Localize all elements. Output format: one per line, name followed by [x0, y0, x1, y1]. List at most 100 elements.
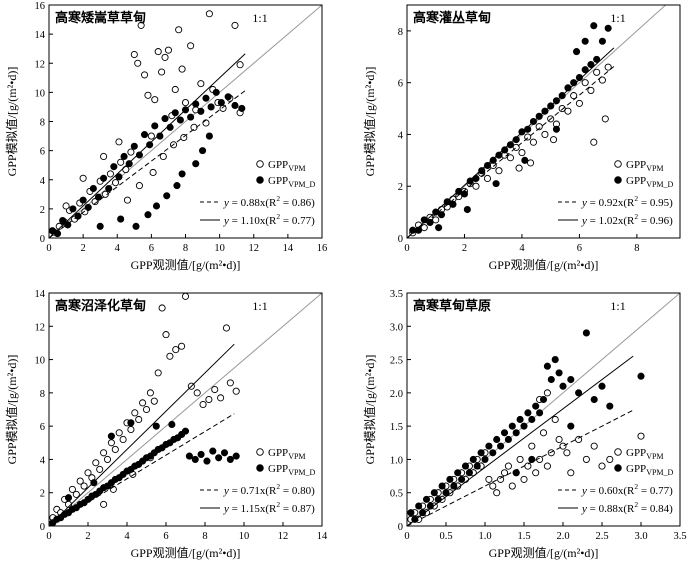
y-tick-label: 8 — [40, 389, 45, 400]
chart-panel-1: 0 2 4 6 8 10 12 14 16 0 2 4 6 8 10 12 14 16 高寒矮嵩草草甸 1:1 GPP观… — [4, 1, 327, 272]
x-tick-label: 10 — [214, 243, 225, 254]
open-point — [171, 85, 179, 94]
legend-label: GPPVPM_D — [268, 175, 316, 189]
open-point — [217, 394, 225, 402]
y-tick-label: 0 — [398, 234, 403, 245]
y-tick-label: 2.5 — [390, 356, 403, 367]
filled-point — [232, 452, 240, 460]
open-point — [637, 432, 645, 440]
filled-point — [115, 173, 123, 181]
x-tick-label: 0 — [404, 243, 409, 254]
open-point — [96, 465, 104, 473]
x-axis-title: GPP观测值/[g/(m²•d)] — [489, 545, 599, 560]
filled-point — [581, 37, 589, 45]
open-point — [604, 63, 612, 71]
open-point — [232, 387, 240, 395]
open-point — [432, 216, 440, 224]
open-point — [590, 138, 598, 146]
open-point — [543, 389, 551, 397]
filled-point — [197, 450, 205, 458]
open-point — [508, 482, 516, 490]
open-point — [575, 435, 583, 444]
filled-point — [192, 160, 200, 168]
filled-point — [199, 147, 207, 155]
x-tick-label: 6 — [577, 243, 582, 254]
filled-point — [59, 216, 67, 225]
open-point — [598, 462, 606, 470]
open-point — [551, 415, 559, 424]
y-tick-label: 6 — [398, 79, 403, 90]
x-tick-label: 12 — [249, 243, 260, 254]
open-point — [524, 462, 532, 470]
open-point — [149, 168, 157, 177]
open-point — [202, 119, 210, 127]
filled-point — [135, 151, 143, 159]
filled-point — [497, 442, 505, 450]
open-point — [187, 42, 195, 50]
solid-fit-line — [407, 355, 634, 526]
filled-point — [140, 131, 149, 139]
legend-marker-open — [614, 448, 622, 456]
open-point — [236, 61, 244, 69]
open-point — [575, 99, 583, 107]
y-tick-label: 12 — [35, 322, 46, 333]
filled-point — [152, 202, 161, 210]
filled-point — [598, 37, 606, 45]
y-tick-label: 12 — [35, 59, 46, 70]
open-point — [570, 92, 578, 100]
filled-point — [539, 395, 548, 404]
filled-point — [127, 419, 135, 427]
x-tick-label: 8 — [634, 243, 639, 254]
x-tick-label: 1.0 — [478, 531, 491, 542]
fit-equation: y = 1.02x(R2 = 0.96) — [581, 212, 673, 227]
legend-marker-open — [256, 160, 264, 168]
filled-point — [185, 452, 193, 460]
filled-point — [168, 420, 176, 429]
legend-label: GPPVPM — [626, 447, 664, 461]
legend-marker-open — [256, 448, 264, 456]
open-point — [172, 346, 180, 354]
legend-marker-filled — [614, 464, 622, 472]
filled-point — [552, 125, 560, 133]
dashed-fit-line — [407, 66, 615, 238]
filled-point — [559, 382, 567, 390]
panel-title: 高寒灌丛草甸 — [413, 10, 491, 25]
filled-point — [419, 509, 427, 517]
filled-point — [191, 455, 199, 463]
open-point — [493, 489, 501, 497]
legend-label: GPPVPM — [268, 159, 306, 173]
y-tick-label: 3.0 — [390, 322, 403, 333]
filled-point — [152, 422, 160, 430]
open-point — [111, 445, 119, 453]
filled-point — [598, 382, 606, 390]
open-point — [150, 397, 158, 405]
y-tick-label: 10 — [35, 88, 46, 99]
y-tick-label: 0 — [398, 522, 403, 533]
open-point — [154, 369, 162, 377]
y-axis-title: GPP模拟值/[g/(m²•d)] — [4, 355, 19, 465]
open-point — [601, 115, 609, 123]
open-point — [516, 455, 524, 463]
panel-title: 高寒草甸草原 — [413, 298, 491, 313]
filled-point — [590, 22, 598, 30]
open-point — [497, 475, 505, 483]
filled-point — [84, 203, 92, 211]
open-point — [100, 152, 108, 160]
points-group — [49, 10, 246, 238]
chart-panel-3: 0 2 4 6 8 10 12 14 0 2 4 6 8 10 12 14 高寒沼泽化草甸 1:1 GPP观测值/[… — [4, 289, 328, 560]
plot-frame — [48, 292, 323, 527]
open-point — [127, 425, 135, 434]
filled-point — [477, 449, 485, 457]
filled-point — [572, 48, 581, 56]
filled-point — [442, 489, 450, 497]
filled-point — [89, 184, 97, 193]
filled-point — [555, 369, 563, 377]
y-tick-label: 4 — [40, 176, 46, 187]
filled-point — [132, 222, 140, 230]
filled-point — [224, 93, 232, 101]
x-tick-label: 3.0 — [634, 531, 647, 542]
filled-point — [604, 24, 612, 32]
x-tick-label: 0 — [46, 531, 51, 542]
open-point — [550, 136, 558, 144]
filled-point — [581, 66, 589, 74]
